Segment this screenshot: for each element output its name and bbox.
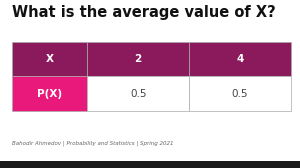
Text: P(X): P(X) bbox=[37, 89, 62, 99]
Text: X: X bbox=[46, 54, 54, 64]
Text: Bahodir Ahmedov | Probability and Statistics | Spring 2021: Bahodir Ahmedov | Probability and Statis… bbox=[12, 141, 173, 146]
Text: 4: 4 bbox=[236, 54, 244, 64]
Text: 0.5: 0.5 bbox=[130, 89, 146, 99]
FancyBboxPatch shape bbox=[0, 161, 300, 168]
FancyBboxPatch shape bbox=[189, 42, 291, 76]
FancyBboxPatch shape bbox=[12, 76, 87, 111]
FancyBboxPatch shape bbox=[189, 76, 291, 111]
Text: What is the average value of X?: What is the average value of X? bbox=[12, 5, 276, 20]
Text: 0.5: 0.5 bbox=[232, 89, 248, 99]
Text: 2: 2 bbox=[135, 54, 142, 64]
FancyBboxPatch shape bbox=[87, 76, 189, 111]
FancyBboxPatch shape bbox=[87, 42, 189, 76]
FancyBboxPatch shape bbox=[12, 42, 87, 76]
